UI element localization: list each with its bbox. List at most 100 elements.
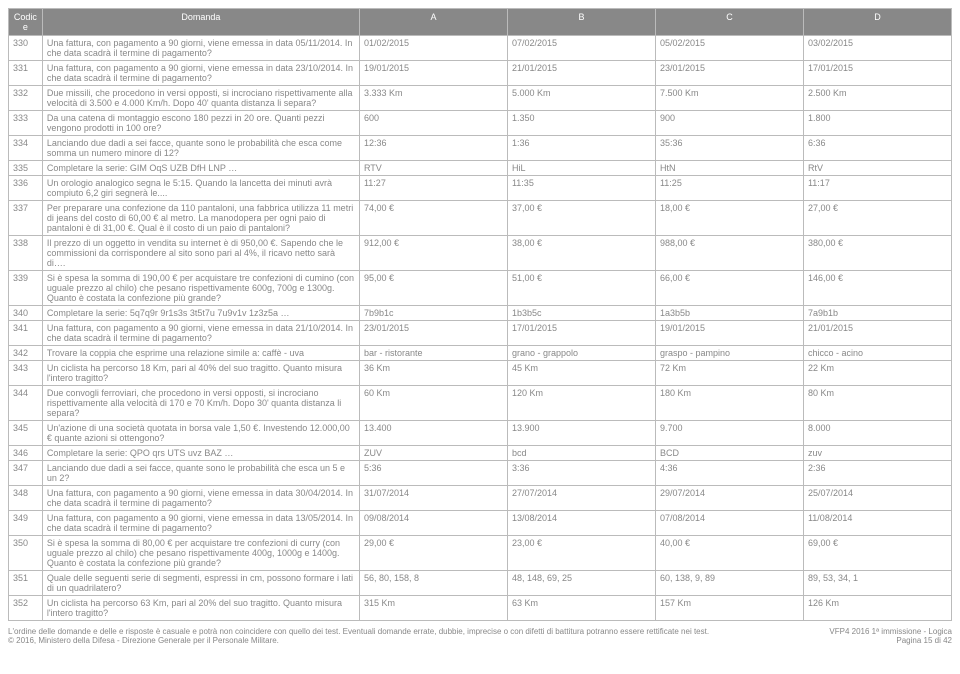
cell-answer: 80 Km — [803, 386, 951, 421]
cell-answer: 11/08/2014 — [803, 511, 951, 536]
cell-answer: 19/01/2015 — [655, 321, 803, 346]
cell-codice: 336 — [9, 176, 43, 201]
cell-answer: 66,00 € — [655, 271, 803, 306]
cell-answer: 69,00 € — [803, 536, 951, 571]
cell-answer: 19/01/2015 — [359, 61, 507, 86]
cell-domanda: Per preparare una confezione da 110 pant… — [42, 201, 359, 236]
cell-answer: RTV — [359, 161, 507, 176]
table-row: 337Per preparare una confezione da 110 p… — [9, 201, 952, 236]
table-row: 352Un ciclista ha percorso 63 Km, pari a… — [9, 596, 952, 621]
th-c: C — [655, 9, 803, 36]
table-row: 351Quale delle seguenti serie di segment… — [9, 571, 952, 596]
cell-answer: 45 Km — [507, 361, 655, 386]
cell-answer: grano - grappolo — [507, 346, 655, 361]
cell-answer: 48, 148, 69, 25 — [507, 571, 655, 596]
cell-answer: 912,00 € — [359, 236, 507, 271]
cell-answer: 27/07/2014 — [507, 486, 655, 511]
cell-answer: 29,00 € — [359, 536, 507, 571]
cell-domanda: Lanciando due dadi a sei facce, quante s… — [42, 461, 359, 486]
cell-domanda: Un ciclista ha percorso 18 Km, pari al 4… — [42, 361, 359, 386]
cell-answer: 9.700 — [655, 421, 803, 446]
table-row: 334Lanciando due dadi a sei facce, quant… — [9, 136, 952, 161]
cell-answer: 09/08/2014 — [359, 511, 507, 536]
cell-answer: 23/01/2015 — [359, 321, 507, 346]
cell-answer: HiL — [507, 161, 655, 176]
cell-answer: 126 Km — [803, 596, 951, 621]
cell-domanda: Trovare la coppia che esprime una relazi… — [42, 346, 359, 361]
cell-domanda: Un orologio analogico segna le 5:15. Qua… — [42, 176, 359, 201]
cell-answer: 900 — [655, 111, 803, 136]
cell-answer: graspo - pampino — [655, 346, 803, 361]
cell-answer: 380,00 € — [803, 236, 951, 271]
cell-codice: 340 — [9, 306, 43, 321]
cell-answer: 4:36 — [655, 461, 803, 486]
cell-answer: 60, 138, 9, 89 — [655, 571, 803, 596]
cell-domanda: Due convogli ferroviari, che procedono i… — [42, 386, 359, 421]
cell-codice: 344 — [9, 386, 43, 421]
table-row: 349Una fattura, con pagamento a 90 giorn… — [9, 511, 952, 536]
cell-answer: 31/07/2014 — [359, 486, 507, 511]
cell-answer: 27,00 € — [803, 201, 951, 236]
cell-answer: 22 Km — [803, 361, 951, 386]
cell-answer: 5.000 Km — [507, 86, 655, 111]
th-d: D — [803, 9, 951, 36]
cell-answer: 3.333 Km — [359, 86, 507, 111]
cell-domanda: Una fattura, con pagamento a 90 giorni, … — [42, 36, 359, 61]
footer-right: VFP4 2016 1ª immissione - LogicaPagina 1… — [829, 627, 952, 645]
cell-answer: chicco - acino — [803, 346, 951, 361]
cell-answer: 5:36 — [359, 461, 507, 486]
cell-answer: 1.800 — [803, 111, 951, 136]
cell-answer: 25/07/2014 — [803, 486, 951, 511]
footer-left: L'ordine delle domande e delle e rispost… — [8, 627, 709, 645]
cell-answer: 95,00 € — [359, 271, 507, 306]
table-row: 346Completare la serie: QPO qrs UTS uvz … — [9, 446, 952, 461]
cell-domanda: Un'azione di una società quotata in bors… — [42, 421, 359, 446]
table-header-row: Codice Domanda A B C D — [9, 9, 952, 36]
cell-answer: HtN — [655, 161, 803, 176]
cell-answer: 7b9b1c — [359, 306, 507, 321]
cell-answer: 38,00 € — [507, 236, 655, 271]
cell-domanda: Il prezzo di un oggetto in vendita su in… — [42, 236, 359, 271]
cell-answer: 74,00 € — [359, 201, 507, 236]
cell-domanda: Una fattura, con pagamento a 90 giorni, … — [42, 486, 359, 511]
cell-answer: 05/02/2015 — [655, 36, 803, 61]
cell-codice: 352 — [9, 596, 43, 621]
table-row: 344Due convogli ferroviari, che procedon… — [9, 386, 952, 421]
cell-answer: 29/07/2014 — [655, 486, 803, 511]
th-codice: Codice — [9, 9, 43, 36]
cell-answer: ZUV — [359, 446, 507, 461]
cell-codice: 335 — [9, 161, 43, 176]
cell-answer: 988,00 € — [655, 236, 803, 271]
cell-answer: 600 — [359, 111, 507, 136]
cell-answer: 40,00 € — [655, 536, 803, 571]
cell-answer: 1a3b5b — [655, 306, 803, 321]
cell-answer: 11:25 — [655, 176, 803, 201]
cell-domanda: Una fattura, con pagamento a 90 giorni, … — [42, 321, 359, 346]
cell-answer: 2.500 Km — [803, 86, 951, 111]
cell-answer: 13/08/2014 — [507, 511, 655, 536]
cell-answer: 3:36 — [507, 461, 655, 486]
cell-domanda: Da una catena di montaggio escono 180 pe… — [42, 111, 359, 136]
cell-answer: bcd — [507, 446, 655, 461]
th-domanda: Domanda — [42, 9, 359, 36]
cell-answer: 21/01/2015 — [803, 321, 951, 346]
cell-answer: bar - ristorante — [359, 346, 507, 361]
cell-answer: 1b3b5c — [507, 306, 655, 321]
cell-answer: 36 Km — [359, 361, 507, 386]
quiz-table: Codice Domanda A B C D 330Una fattura, c… — [8, 8, 952, 621]
table-row: 343Un ciclista ha percorso 18 Km, pari a… — [9, 361, 952, 386]
cell-answer: 89, 53, 34, 1 — [803, 571, 951, 596]
table-row: 330Una fattura, con pagamento a 90 giorn… — [9, 36, 952, 61]
cell-answer: zuv — [803, 446, 951, 461]
page-footer: L'ordine delle domande e delle e rispost… — [8, 627, 952, 645]
cell-codice: 349 — [9, 511, 43, 536]
cell-answer: 11:35 — [507, 176, 655, 201]
cell-answer: 63 Km — [507, 596, 655, 621]
cell-answer: 11:27 — [359, 176, 507, 201]
table-row: 335Completare la serie: GIM OqS UZB DfH … — [9, 161, 952, 176]
table-row: 342Trovare la coppia che esprime una rel… — [9, 346, 952, 361]
table-row: 350Si è spesa la somma di 80,00 € per ac… — [9, 536, 952, 571]
cell-domanda: Lanciando due dadi a sei facce, quante s… — [42, 136, 359, 161]
cell-domanda: Una fattura, con pagamento a 90 giorni, … — [42, 511, 359, 536]
cell-codice: 342 — [9, 346, 43, 361]
